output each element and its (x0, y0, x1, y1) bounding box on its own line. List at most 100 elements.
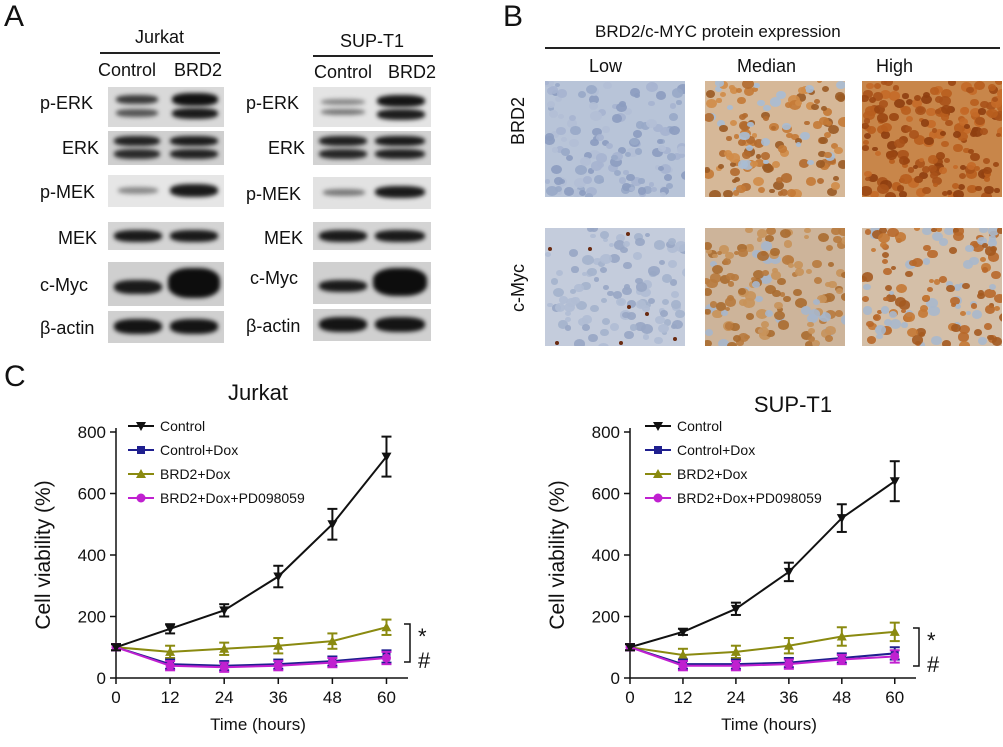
supt1-protein-perk: p-ERK (246, 93, 300, 113)
supt1-condition-brd2: BRD2 (388, 62, 437, 82)
supt1-series-line (629, 646, 895, 666)
supt1-x-tick-label: 48 (832, 688, 851, 707)
jurkat-series-2 (111, 618, 392, 660)
supt1-legend: Control Control+Dox BRD2+Dox BRD2+Dox+PD098… (645, 418, 822, 506)
ihc-cmyc-high-image (862, 228, 1002, 346)
jurkat-blot-cmyc (108, 262, 224, 306)
jurkat-x-tick-label: 0 (111, 688, 120, 707)
jurkat-blot-erk (108, 131, 224, 165)
jurkat-viability-chart: Jurkat 0 200 400 600 800 0 12 24 36 48 60 Time (hour… (32, 380, 431, 734)
jurkat-data-point (165, 661, 175, 671)
jurkat-x-tick-label: 12 (161, 688, 180, 707)
jurkat-x-tick-label: 24 (215, 688, 234, 707)
supt1-x-tick-label: 0 (625, 688, 634, 707)
jurkat-data-point (219, 662, 229, 672)
jurkat-x-tick-label: 36 (269, 688, 288, 707)
supt1-x-axis-label: Time (hours) (721, 715, 817, 734)
jurkat-data-point (327, 520, 338, 530)
jurkat-x-tick-label: 48 (323, 688, 342, 707)
supt1-x-tick-label: 36 (779, 688, 798, 707)
jurkat-y-tick-label: 0 (97, 669, 106, 688)
supt1-protein-bactin: β-actin (246, 316, 301, 336)
supt1-blot-erk (313, 131, 431, 165)
supt1-protein-erk: ERK (268, 138, 306, 158)
supt1-legend-label: Control+Dox (677, 442, 755, 458)
supt1-y-tick-label: 200 (592, 608, 620, 627)
supt1-chart-title: SUP-T1 (754, 392, 832, 417)
supt1-blot-mek (313, 222, 431, 250)
jurkat-protein-perk: p-ERK (40, 93, 94, 113)
ihc-level-median: Median (737, 56, 797, 76)
supt1-data-point (677, 649, 688, 659)
supt1-legend-label: Control (677, 418, 722, 434)
jurkat-protein-cmyc: c-Myc (40, 275, 88, 295)
supt1-legend-marker (653, 422, 663, 431)
jurkat-data-point (219, 643, 230, 653)
jurkat-blot-title: Jurkat (135, 27, 185, 47)
supt1-blot-perk (313, 87, 431, 127)
jurkat-significance-star: * (418, 624, 427, 649)
panel-letter-a: A (4, 0, 25, 33)
jurkat-legend-label: Control (160, 418, 205, 434)
jurkat-data-point (273, 640, 284, 650)
panel-letter-b: B (503, 0, 524, 33)
supt1-data-point (678, 661, 688, 671)
supt1-x-tick-label: 24 (726, 688, 745, 707)
supt1-y-tick-label: 800 (592, 423, 620, 442)
jurkat-series-line (115, 646, 387, 669)
jurkat-legend-label: BRD2+Dox+PD098059 (160, 490, 305, 506)
supt1-blot-pmek (313, 177, 431, 209)
supt1-protein-mek: MEK (264, 228, 304, 248)
jurkat-legend-marker (136, 493, 146, 503)
supt1-legend-marker (653, 469, 663, 478)
jurkat-series-line (115, 455, 388, 649)
ihc-brd2-low-image (545, 81, 685, 197)
jurkat-condition-brd2: BRD2 (174, 60, 223, 80)
supt1-x-tick-label: 60 (885, 688, 904, 707)
jurkat-blot-mek (108, 222, 224, 250)
jurkat-data-point (327, 636, 338, 646)
supt1-series-line (629, 646, 895, 667)
supt1-data-point (784, 659, 794, 669)
ihc-title: BRD2/c-MYC protein expression (595, 22, 841, 41)
jurkat-series-line (115, 646, 387, 667)
supt1-data-point (889, 477, 900, 487)
supt1-y-axis-label: Cell viability (%) (546, 480, 569, 629)
ihc-brd2-median-image (705, 81, 845, 197)
supt1-data-point (731, 661, 741, 671)
jurkat-legend-marker (136, 469, 146, 478)
supt1-data-point (889, 626, 900, 636)
jurkat-series-0 (111, 435, 392, 653)
supt1-legend-label: BRD2+Dox (677, 466, 747, 482)
jurkat-protein-mek: MEK (58, 228, 98, 248)
jurkat-legend-label: Control+Dox (160, 442, 238, 458)
ihc-header-rule (545, 47, 1000, 49)
supt1-data-point (836, 631, 847, 641)
jurkat-condition-control: Control (98, 60, 157, 80)
jurkat-data-point (165, 646, 176, 656)
supt1-data-point (730, 646, 741, 656)
jurkat-legend: Control Control+Dox BRD2+Dox BRD2+Dox+PD098… (128, 418, 305, 506)
supt1-legend-marker (653, 493, 663, 503)
supt1-x-tick-label: 12 (673, 688, 692, 707)
ihc-row-label-brd2: BRD2 (508, 96, 528, 145)
jurkat-y-tick-label: 800 (78, 423, 106, 442)
supt1-y-tick-label: 400 (592, 546, 620, 565)
ihc-level-high: High (876, 56, 914, 76)
jurkat-data-point (165, 624, 176, 634)
supt1-data-point (677, 627, 688, 637)
supt1-data-point (890, 651, 900, 661)
supt1-significance-hash: # (927, 652, 940, 677)
jurkat-data-point (111, 643, 121, 653)
jurkat-protein-erk: ERK (62, 138, 100, 158)
supt1-data-point (783, 640, 794, 650)
supt1-legend-label: BRD2+Dox+PD098059 (677, 490, 822, 506)
supt1-header-rule (313, 55, 433, 57)
jurkat-y-tick-label: 600 (78, 485, 106, 504)
ihc-row-label-cmyc: c-Myc (508, 264, 528, 312)
jurkat-data-point (381, 452, 392, 462)
supt1-data-point (730, 604, 741, 614)
ihc-brd2-high-image (862, 81, 1002, 197)
supt1-data-point (783, 567, 794, 577)
jurkat-significance-hash: # (418, 648, 431, 673)
